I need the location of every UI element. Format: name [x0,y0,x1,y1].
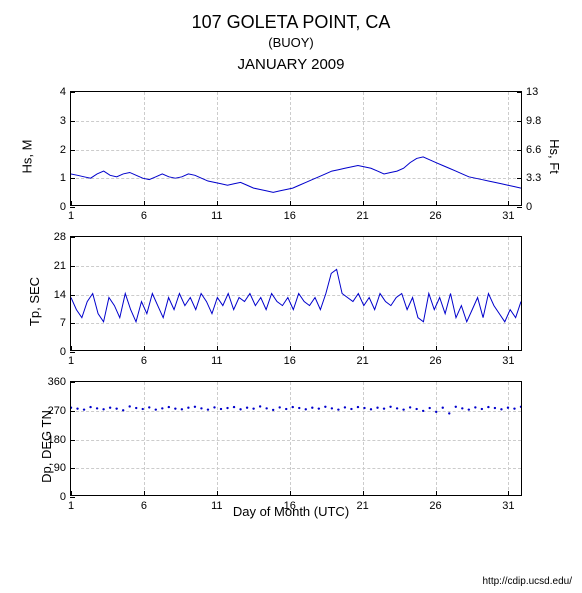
ytick-right-label: 13 [526,86,556,98]
xtick-label: 1 [68,500,74,512]
ytick-label: 14 [36,289,66,301]
plots-region: Hs, MHs, Ft0123403.36.69.813161116212631… [0,91,582,496]
ytick-label: 7 [36,317,66,329]
xtick-label: 11 [211,500,222,512]
ytick-right-label: 0 [526,201,556,213]
attribution-link[interactable]: http://cdip.ucsd.edu/ [482,576,572,587]
xtick-label: 6 [141,500,147,512]
xtick-label: 21 [356,210,368,222]
xtick-label: 31 [502,500,514,512]
xtick-label: 16 [284,355,296,367]
xtick-label: 31 [502,210,514,222]
ytick-label: 90 [36,462,66,474]
ytick-label: 4 [36,86,66,98]
xtick-label: 16 [284,500,296,512]
ytick-right-label: 3.3 [526,172,556,184]
ytick-label: 180 [36,434,66,446]
ytick-label: 360 [36,376,66,388]
ytick-label: 0 [36,491,66,503]
ytick-label: 21 [36,260,66,272]
ytick-label: 2 [36,144,66,156]
subtitle: (BUOY) [0,35,582,50]
ytick-label: 0 [36,201,66,213]
xtick-label: 21 [356,355,368,367]
xtick-label: 11 [211,355,222,367]
xtick-label: 21 [356,500,368,512]
panel-tp: 07142128161116212631 [70,236,522,351]
xtick-label: 6 [141,355,147,367]
panel-hs: 0123403.36.69.813161116212631 [70,91,522,206]
ytick-label: 3 [36,115,66,127]
main-title: 107 GOLETA POINT, CA [0,12,582,33]
ytick-right-label: 6.6 [526,144,556,156]
ytick-label: 28 [36,231,66,243]
xtick-label: 1 [68,210,74,222]
xtick-label: 16 [284,210,296,222]
xtick-label: 26 [429,210,441,222]
month-label: JANUARY 2009 [0,56,582,73]
ytick-label: 270 [36,405,66,417]
ytick-label: 1 [36,172,66,184]
xtick-label: 26 [429,500,441,512]
ylabel-hs: Hs, M [19,139,34,173]
xtick-label: 1 [68,355,74,367]
ytick-label: 0 [36,346,66,358]
xtick-label: 26 [429,355,441,367]
xtick-label: 6 [141,210,147,222]
ytick-right-label: 9.8 [526,115,556,127]
xtick-label: 11 [211,210,222,222]
xtick-label: 31 [502,355,514,367]
panel-dp: 090180270360161116212631 [70,381,522,496]
